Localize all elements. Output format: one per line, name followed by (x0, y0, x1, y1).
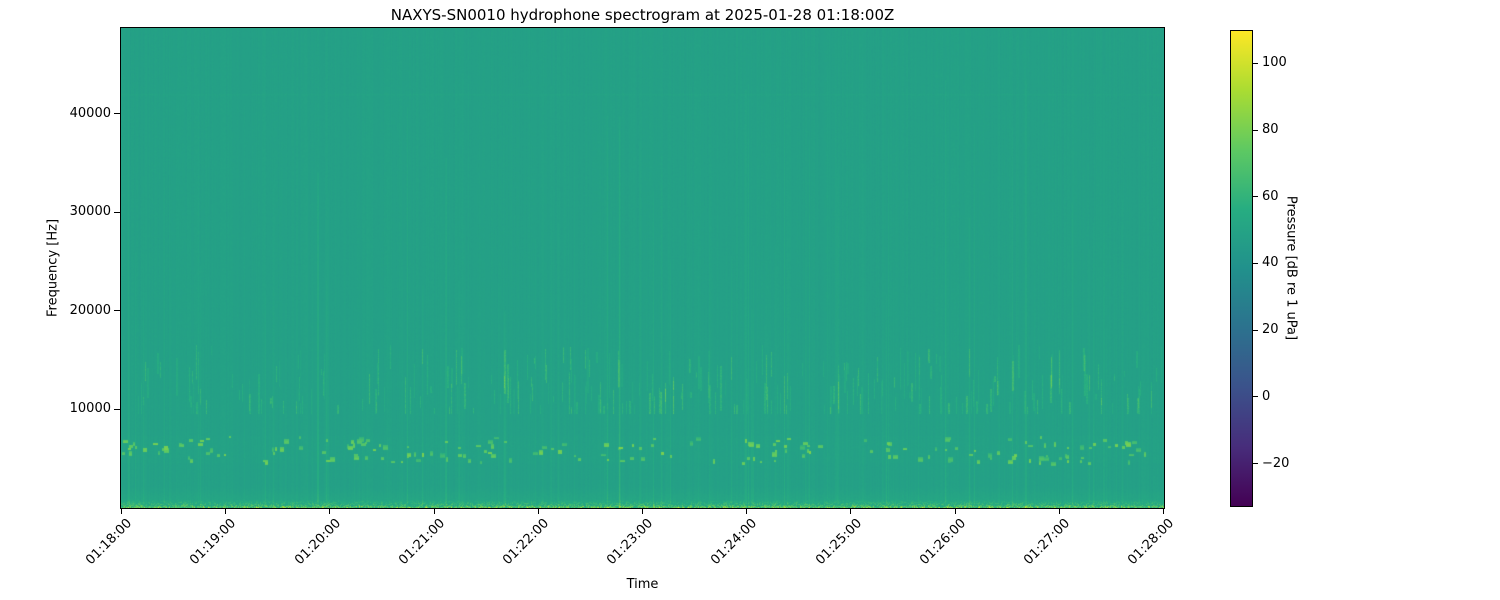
colorbar-tick-label: 60 (1262, 188, 1279, 204)
x-tick-label: 01:28:00 (1125, 516, 1178, 568)
x-tick-label: 01:23:00 (604, 516, 657, 568)
colorbar-label: Pressure [dB re 1 uPa] (1283, 195, 1299, 341)
colorbar (1230, 30, 1253, 507)
x-tick-label: 01:20:00 (291, 516, 344, 568)
colorbar-tick-label: 0 (1262, 388, 1271, 404)
colorbar-tick-label: 20 (1262, 322, 1279, 338)
colorbar-tick-mark (1253, 463, 1258, 465)
colorbar-gradient (1231, 31, 1252, 506)
x-tick-label: 01:21:00 (395, 516, 448, 568)
y-tick-label: 30000 (69, 204, 111, 220)
x-tick-label: 01:26:00 (916, 516, 969, 568)
y-tick-mark (114, 310, 120, 312)
x-axis-label: Time (626, 577, 659, 592)
y-tick-mark (114, 408, 120, 410)
x-tick-mark (746, 509, 748, 514)
colorbar-tick-label: −20 (1262, 455, 1290, 471)
y-tick-mark (114, 211, 120, 213)
y-tick-label: 10000 (69, 401, 111, 417)
y-tick-label: 20000 (69, 302, 111, 318)
x-tick-mark (850, 509, 852, 514)
y-axis-label: Frequency [Hz] (45, 218, 61, 318)
y-tick-label: 40000 (69, 105, 111, 121)
x-tick-mark (225, 509, 227, 514)
x-tick-mark (954, 509, 956, 514)
plot-area (120, 27, 1165, 509)
x-tick-mark (433, 509, 435, 514)
x-tick-mark (329, 509, 331, 514)
colorbar-tick-label: 100 (1262, 55, 1287, 71)
colorbar-tick-label: 40 (1262, 255, 1279, 271)
chart-title: NAXYS-SN0010 hydrophone spectrogram at 2… (390, 6, 895, 24)
y-tick-mark (114, 113, 120, 115)
colorbar-tick-mark (1253, 329, 1258, 331)
x-tick-mark (642, 509, 643, 514)
x-tick-label: 01:18:00 (83, 516, 136, 568)
x-tick-label: 01:27:00 (1021, 516, 1073, 568)
colorbar-tick-mark (1253, 262, 1258, 264)
x-tick-mark (537, 509, 539, 514)
x-tick-label: 01:19:00 (187, 516, 240, 568)
spectrogram-heatmap (121, 28, 1164, 508)
colorbar-tick-mark (1253, 196, 1258, 198)
x-tick-label: 01:22:00 (500, 516, 552, 568)
colorbar-tick-label: 80 (1262, 122, 1279, 138)
colorbar-tick-mark (1253, 396, 1258, 398)
x-tick-mark (1163, 509, 1164, 514)
x-tick-label: 01:24:00 (708, 516, 761, 568)
x-tick-mark (1058, 509, 1060, 514)
colorbar-tick-mark (1253, 62, 1258, 64)
x-tick-mark (121, 509, 122, 514)
x-tick-label: 01:25:00 (812, 516, 865, 568)
colorbar-tick-mark (1253, 129, 1258, 131)
